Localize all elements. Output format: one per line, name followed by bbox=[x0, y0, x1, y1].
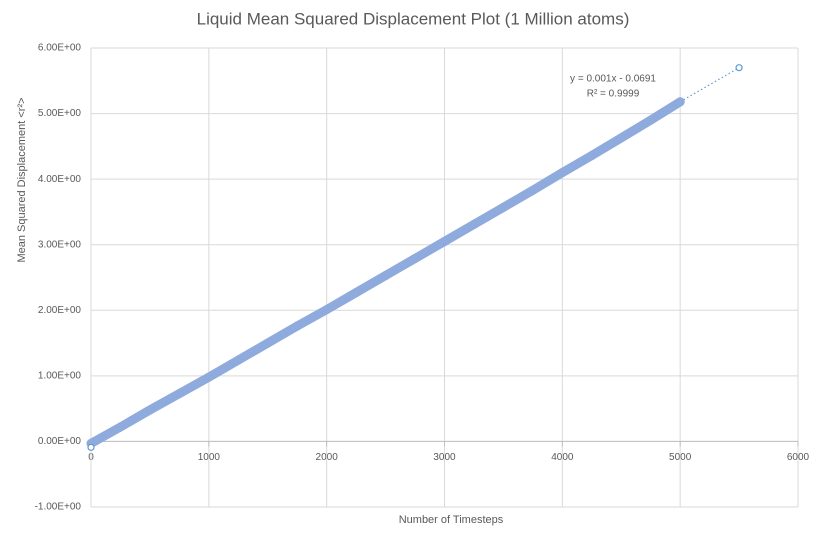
data-point bbox=[587, 151, 597, 161]
data-point bbox=[469, 219, 479, 229]
data-point bbox=[174, 389, 184, 399]
data-point bbox=[675, 97, 685, 107]
data-point bbox=[233, 355, 243, 365]
data-point bbox=[735, 64, 743, 72]
trendline bbox=[679, 67, 740, 103]
data-point bbox=[87, 443, 95, 451]
y-tick-label: 0.00E+00 bbox=[38, 436, 82, 447]
data-point bbox=[646, 115, 656, 125]
y-tick-label: 1.00E+00 bbox=[38, 370, 82, 381]
data-point bbox=[381, 271, 391, 281]
data-point bbox=[263, 338, 273, 348]
y-tick-label: 3.00E+00 bbox=[38, 239, 82, 250]
data-point bbox=[528, 185, 538, 195]
chart-title: Liquid Mean Squared Displacement Plot (1… bbox=[197, 9, 630, 28]
data-point bbox=[204, 372, 214, 382]
y-tick-label: 4.00E+00 bbox=[38, 174, 82, 185]
r-squared: R² = 0.9999 bbox=[587, 89, 640, 100]
data-point bbox=[616, 133, 626, 143]
y-tick-label: 5.00E+00 bbox=[38, 108, 82, 119]
y-axis-label: Mean Squared Displacement <r²> bbox=[16, 97, 28, 262]
data-point bbox=[410, 253, 420, 263]
y-tick-label: -1.00E+00 bbox=[35, 502, 82, 513]
trendline-equation: y = 0.001x - 0.0691 bbox=[570, 74, 656, 85]
data-point bbox=[440, 236, 449, 246]
y-tick-label: 6.00E+00 bbox=[38, 43, 82, 54]
data-point bbox=[115, 422, 125, 432]
y-tick-label: 2.00E+00 bbox=[38, 305, 82, 316]
data-point bbox=[498, 202, 508, 212]
data-point bbox=[557, 168, 567, 178]
data-point bbox=[322, 305, 332, 315]
data-point bbox=[145, 405, 155, 415]
data-point bbox=[292, 321, 302, 331]
x-axis-label: Number of Timesteps bbox=[399, 514, 504, 526]
data-point bbox=[351, 288, 361, 298]
